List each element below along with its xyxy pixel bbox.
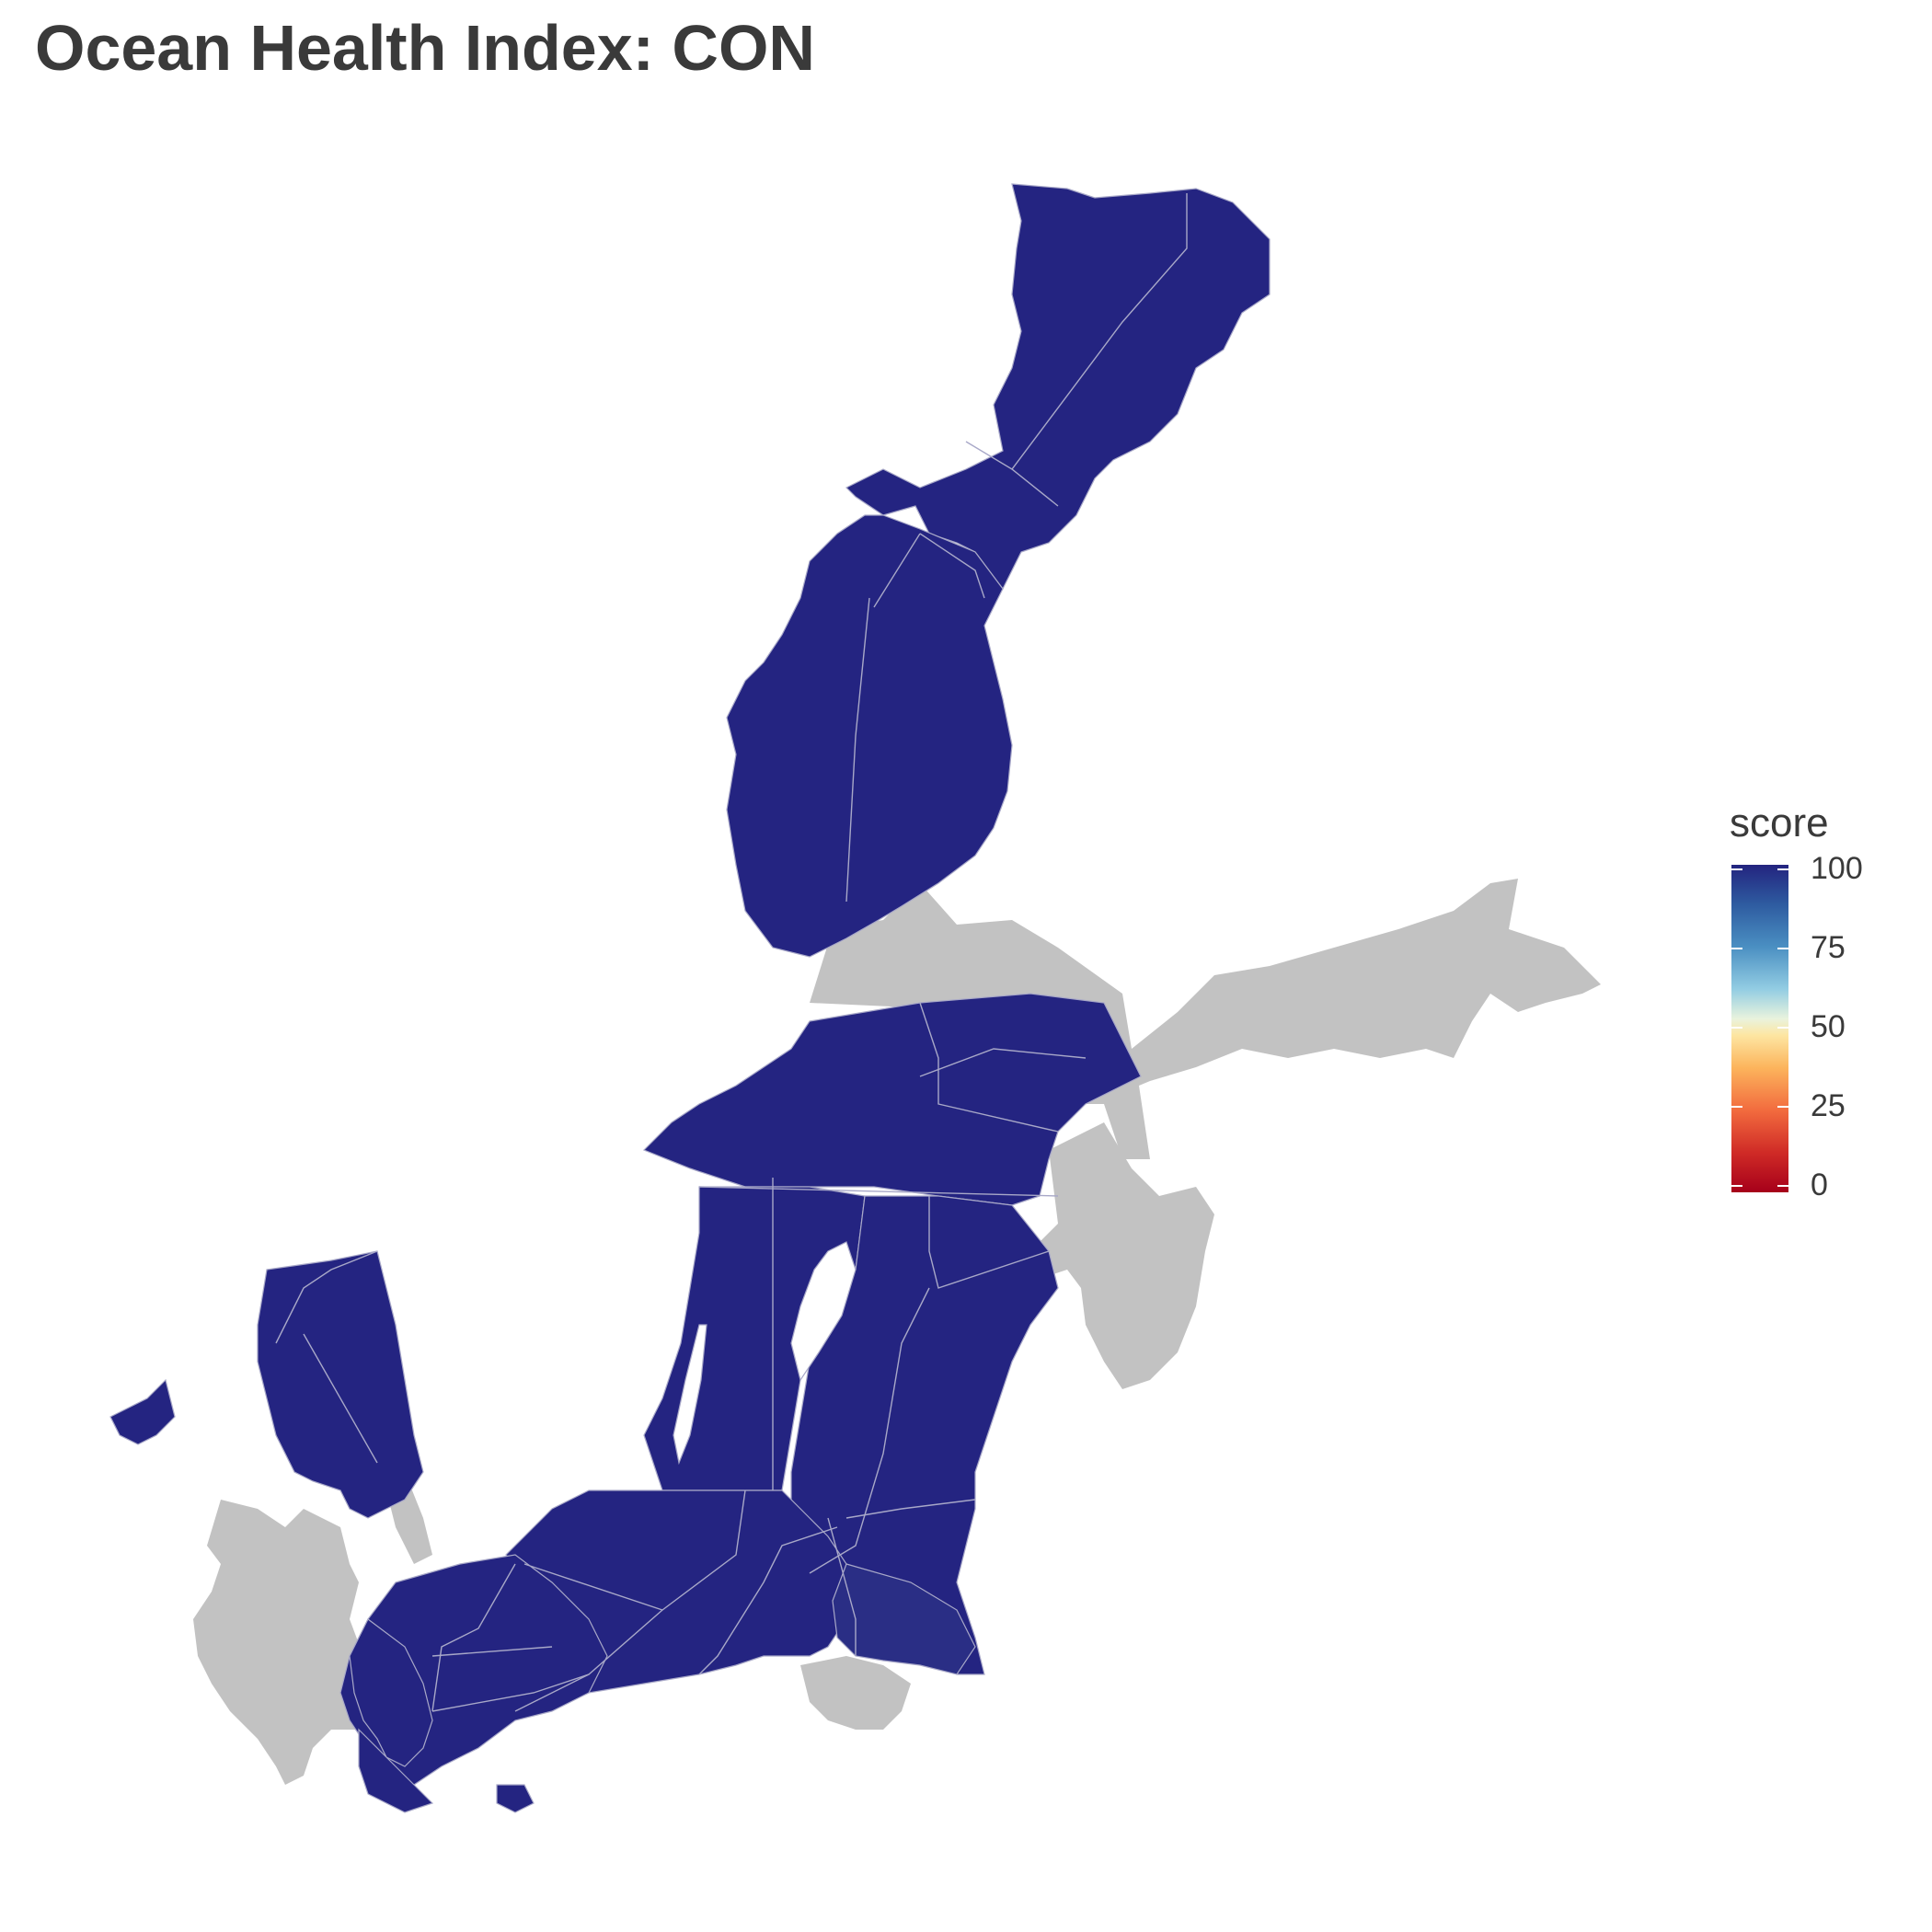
gotland-island-hole bbox=[790, 1241, 857, 1382]
map-title: Ocean Health Index: CON bbox=[35, 12, 815, 84]
sea-basins bbox=[109, 183, 1271, 1813]
legend-label-25: 25 bbox=[1811, 1088, 1846, 1123]
legend-tick-75-right bbox=[1777, 948, 1788, 949]
aland-land bbox=[823, 920, 911, 1003]
kiel-bay bbox=[358, 1728, 434, 1813]
southern-tip-islets bbox=[496, 1784, 535, 1813]
legend-tick-100-right bbox=[1777, 868, 1788, 870]
legend-color-bar bbox=[1731, 865, 1788, 1192]
skagerrak-tip bbox=[109, 1378, 176, 1445]
legend-tick-75-left bbox=[1731, 948, 1742, 949]
legend-label-75: 75 bbox=[1811, 930, 1846, 965]
oland-island-hole bbox=[673, 1324, 707, 1466]
legend-tick-100-left bbox=[1731, 868, 1742, 870]
bornholm-south-land bbox=[800, 1656, 911, 1730]
legend-tick-25-left bbox=[1731, 1106, 1742, 1108]
bay-of-mecklenburg bbox=[349, 1618, 433, 1767]
legend-tick-0-left bbox=[1731, 1185, 1742, 1187]
legend-tick-50-right bbox=[1777, 1027, 1788, 1029]
kattegat bbox=[257, 1250, 424, 1519]
legend-tick-0-right bbox=[1777, 1185, 1788, 1187]
gdansk-deep bbox=[832, 1563, 976, 1675]
legend-label-100: 100 bbox=[1811, 851, 1863, 886]
northern-baltic-proper bbox=[642, 993, 1142, 1206]
eastern-gotland-basin bbox=[790, 1195, 1059, 1675]
legend-label-50: 50 bbox=[1811, 1009, 1846, 1044]
gulf-of-finland bbox=[810, 879, 1601, 1159]
legend-tick-50-left bbox=[1731, 1027, 1742, 1029]
legend-title: score bbox=[1730, 800, 1829, 845]
legend-label-0: 0 bbox=[1811, 1167, 1828, 1202]
gulf-of-riga bbox=[1030, 1122, 1214, 1389]
land-areas bbox=[193, 879, 1601, 1785]
denmark-kattegat-land bbox=[193, 1500, 386, 1785]
region-borders bbox=[275, 193, 1188, 1712]
bothnian-sea bbox=[726, 514, 1013, 958]
legend-tick-25-right bbox=[1777, 1106, 1788, 1108]
